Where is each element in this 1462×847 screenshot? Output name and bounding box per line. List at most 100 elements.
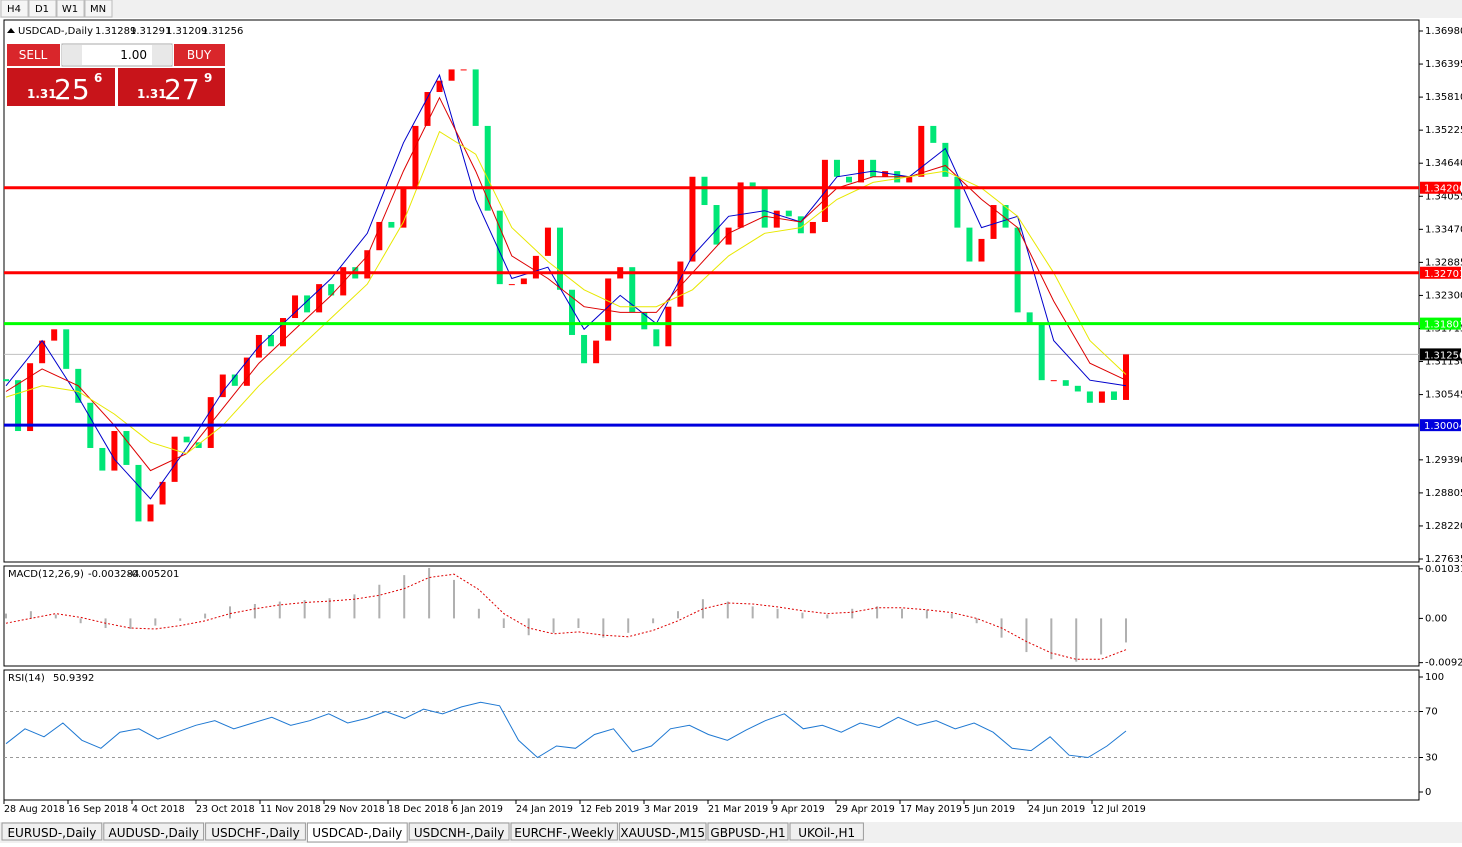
collapse-icon[interactable] <box>7 28 15 33</box>
candle <box>725 227 732 245</box>
symbol-title: USDCAD-,Daily <box>18 26 93 37</box>
macd-bar <box>54 614 57 619</box>
price-tick-label: 1.28220 <box>1425 521 1462 532</box>
timeframe-button[interactable] <box>0 0 29 18</box>
rsi-tick-label: 70 <box>1425 707 1438 718</box>
chart-tab-label[interactable]: GBPUSD-,H1 <box>710 826 785 840</box>
candle <box>448 69 455 81</box>
macd-bar <box>204 613 207 619</box>
date-label: 12 Jul 2019 <box>1092 804 1146 815</box>
candle <box>966 227 973 262</box>
price-tick-label: 1.31130 <box>1425 357 1462 368</box>
timeframe-button[interactable] <box>84 0 113 18</box>
chart-tab[interactable] <box>707 822 789 841</box>
rsi-line <box>5 701 1127 759</box>
candle <box>27 363 34 432</box>
sell-price-box[interactable] <box>7 68 115 106</box>
macd-signal <box>5 573 1127 660</box>
timeframe-label[interactable]: W1 <box>62 4 78 15</box>
candle <box>1098 391 1105 403</box>
chart-tab[interactable] <box>618 822 707 841</box>
candle <box>340 267 347 296</box>
date-label: 24 Jan 2019 <box>516 804 573 815</box>
sell-label[interactable]: SELL <box>19 48 48 62</box>
chart-tab[interactable] <box>408 822 510 841</box>
candle <box>1038 323 1045 381</box>
candle <box>63 329 70 369</box>
chart-tab-label[interactable]: AUDUSD-,Daily <box>109 826 199 840</box>
sell-button[interactable] <box>7 44 60 66</box>
candle <box>436 80 443 93</box>
candle <box>388 221 395 228</box>
candle <box>159 481 166 505</box>
macd-bar <box>428 567 431 619</box>
chart-tab-label[interactable]: EURCHF-,Weekly <box>514 826 614 840</box>
timeframe-label[interactable]: MN <box>90 4 106 15</box>
chart-tab[interactable] <box>103 822 205 841</box>
buy-label[interactable]: BUY <box>187 48 212 62</box>
macd-bar <box>950 613 953 619</box>
macd-bar <box>527 618 530 636</box>
macd-bar <box>502 618 505 629</box>
candle <box>279 318 286 347</box>
chart-tab-label[interactable]: USDCAD-,Daily <box>312 826 402 840</box>
chart-tab[interactable] <box>205 822 306 841</box>
chart-tab-label[interactable]: USDCHF-,Daily <box>211 826 299 840</box>
main-pane <box>3 19 1420 563</box>
candle <box>761 188 768 228</box>
candle <box>472 69 479 126</box>
macd-bar <box>677 611 679 619</box>
buy-price-box[interactable] <box>118 68 225 106</box>
macd-bar <box>353 594 356 619</box>
chart-tab[interactable] <box>789 822 864 841</box>
date-label: 28 Aug 2018 <box>4 804 65 815</box>
candle <box>1086 391 1093 403</box>
price-tick-label: 1.33470 <box>1425 224 1462 235</box>
candle <box>870 159 877 177</box>
candle <box>954 176 961 228</box>
timeframe-label[interactable]: D1 <box>35 4 49 15</box>
candle <box>460 69 467 71</box>
chart-tab-label[interactable]: XAUUSD-,M15 <box>620 826 705 840</box>
timeframe-label[interactable]: H4 <box>7 4 21 15</box>
candle <box>123 431 130 465</box>
candle <box>942 142 949 177</box>
candle <box>111 431 118 471</box>
macd-tick-label: 0.010311 <box>1425 564 1462 575</box>
candle <box>809 221 816 234</box>
candle <box>737 182 744 228</box>
chart-tab[interactable] <box>510 822 618 841</box>
buy-button[interactable] <box>174 44 225 66</box>
macd-bar <box>925 609 928 619</box>
level-label: 1.32701 <box>1424 269 1462 280</box>
candle <box>183 436 190 443</box>
price-tick-label: 1.34640 <box>1425 158 1462 169</box>
chart-tab[interactable] <box>1 822 103 841</box>
candle <box>749 182 756 189</box>
chart-tab-label[interactable]: USDCNH-,Daily <box>414 826 505 840</box>
chart-tab[interactable] <box>306 822 408 843</box>
lot-value[interactable]: 1.00 <box>120 48 147 62</box>
macd-bar <box>726 601 729 619</box>
candle <box>544 227 551 256</box>
macd-main: -0.003284 <box>88 569 139 580</box>
candle <box>195 442 202 448</box>
macd-bar <box>278 601 281 619</box>
chart-tab-label[interactable]: EURUSD-,Daily <box>7 826 96 840</box>
price-tick-label: 1.32885 <box>1425 257 1462 268</box>
macd-bar <box>801 612 804 619</box>
timeframe-button[interactable] <box>56 0 85 18</box>
candle <box>364 250 371 279</box>
sell-price-pips: 25 <box>54 73 90 106</box>
timeframe-button[interactable] <box>28 0 57 18</box>
lot-up[interactable] <box>152 45 172 65</box>
ohlc-low: 1.31209 <box>166 26 207 37</box>
macd-bar <box>253 603 256 619</box>
chart-tab-label[interactable]: UKOil-,H1 <box>798 826 855 840</box>
candle <box>701 176 708 206</box>
moving-average <box>5 96 1127 472</box>
sell-price-point: 6 <box>94 71 102 85</box>
macd-bar <box>229 606 231 619</box>
candle <box>51 329 58 341</box>
lot-down[interactable] <box>62 45 82 65</box>
